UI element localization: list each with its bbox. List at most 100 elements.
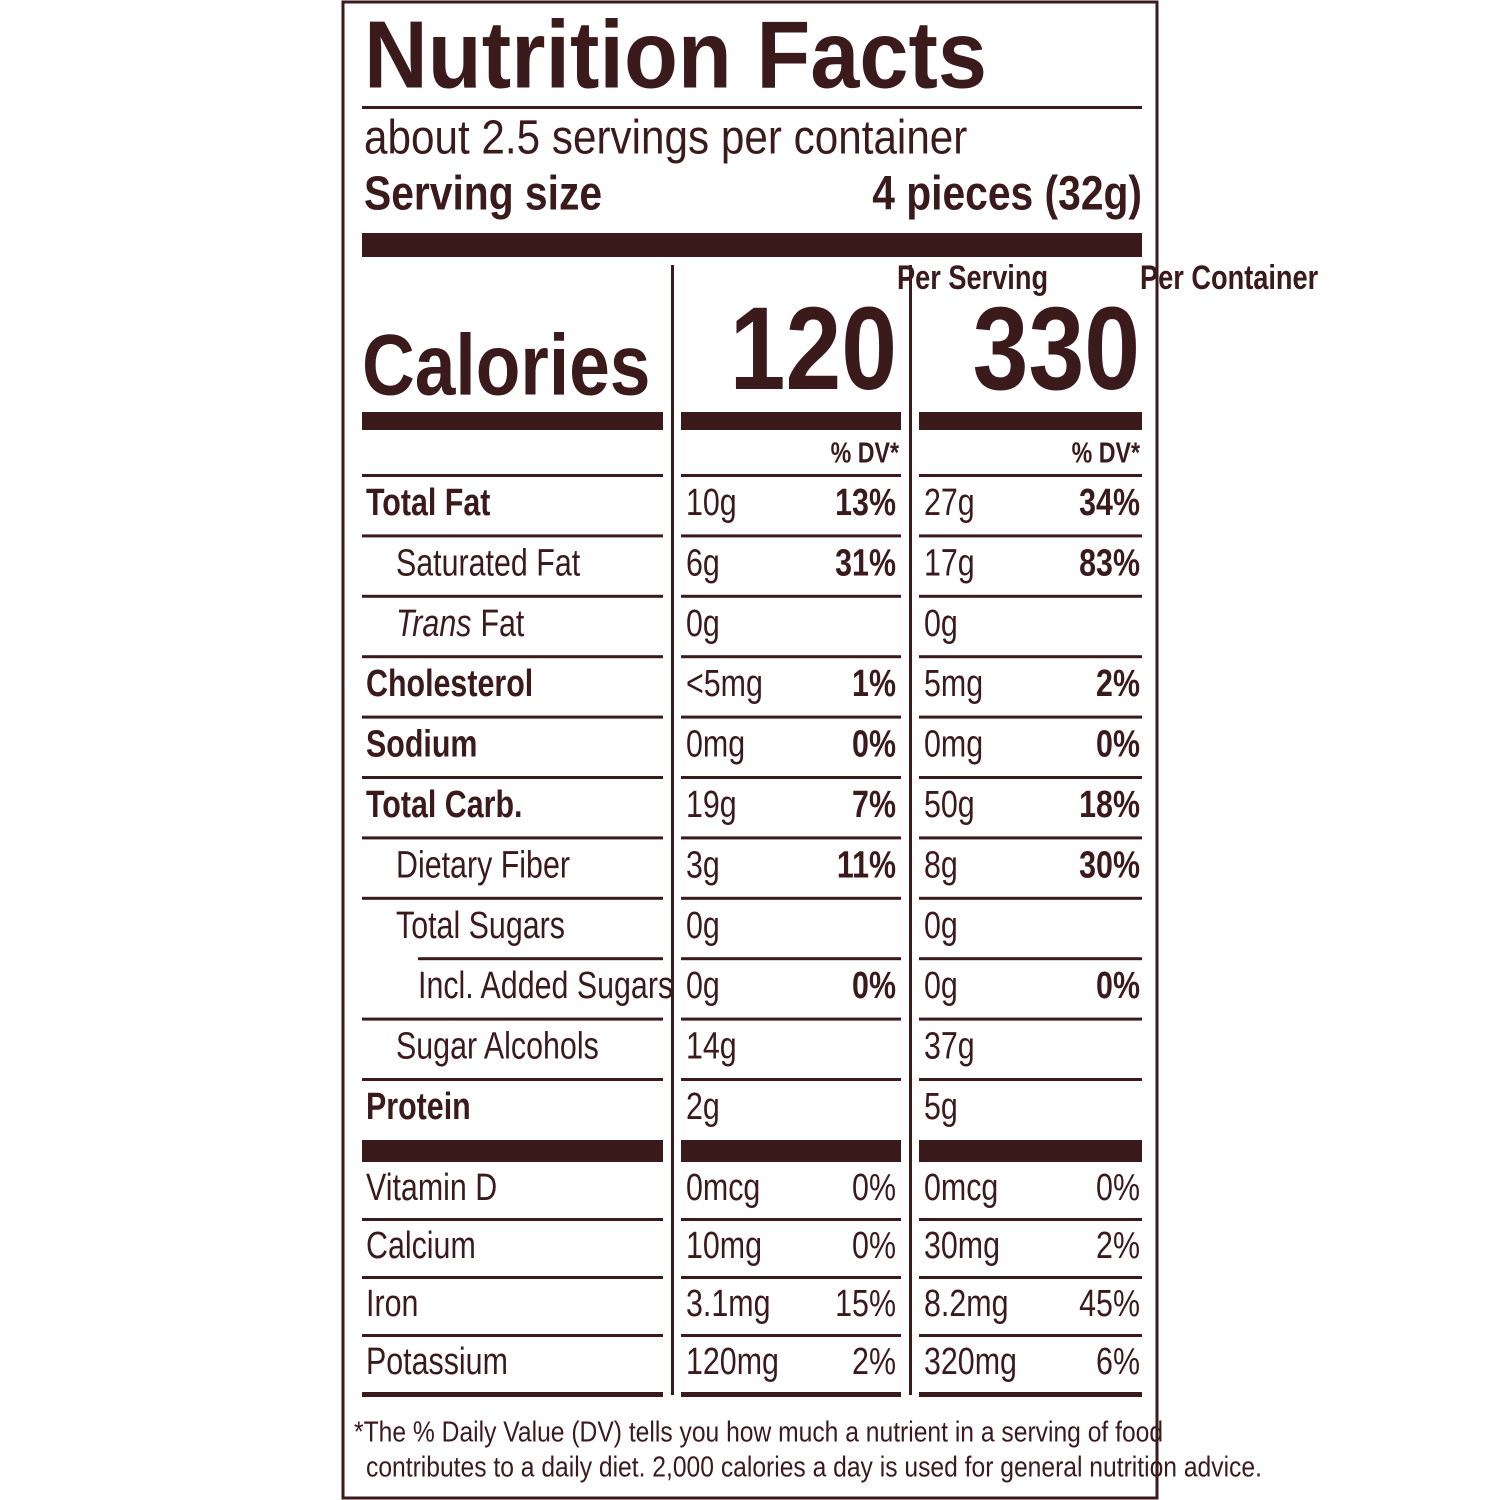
amount: 8.2mg: [924, 1283, 1008, 1325]
daily-value: 0%: [852, 965, 896, 1007]
row-rule: [362, 474, 663, 477]
footnote: contributes to a daily diet. 2,000 calor…: [366, 1451, 1262, 1483]
nutrient-name: Protein: [366, 1086, 471, 1128]
row-rule: [362, 1078, 663, 1081]
daily-value: 13%: [835, 482, 896, 524]
servings: about 2.5 servings per container: [364, 110, 967, 164]
daily-value: 0%: [1096, 965, 1140, 1007]
thick-rule: [919, 1140, 1142, 1162]
row-rule: [919, 836, 1142, 840]
daily-value: 6%: [1096, 1341, 1140, 1383]
daily-value: 0%: [852, 1167, 896, 1209]
nutrient-name: Total Fat: [366, 482, 491, 524]
calories-label: Calories: [362, 317, 650, 413]
nutrient-name: Incl. Added Sugars: [418, 965, 673, 1007]
row-rule: [362, 594, 663, 598]
row-rule: [919, 474, 1142, 477]
amount: 10mg: [686, 1225, 762, 1267]
row-rule: [681, 1392, 901, 1397]
row-rule: [681, 896, 901, 900]
row-rule: [681, 715, 901, 719]
amount: 0g: [686, 965, 720, 1007]
daily-value: 2%: [852, 1341, 896, 1383]
row-rule: [919, 1334, 1142, 1337]
daily-value: 45%: [1079, 1283, 1140, 1325]
dv-header: % DV*: [1072, 436, 1141, 469]
amount: 0g: [686, 603, 720, 645]
thick-rule: [681, 1140, 901, 1162]
amount: 0mcg: [686, 1167, 760, 1209]
daily-value: 83%: [1079, 542, 1140, 584]
daily-value: 18%: [1079, 784, 1140, 826]
daily-value: 0%: [1096, 724, 1140, 766]
column-divider: [909, 265, 912, 1395]
daily-value: 0%: [1096, 1167, 1140, 1209]
row-rule: [418, 957, 663, 961]
label-border: [341, 0, 1159, 1500]
row-rule: [681, 1078, 901, 1081]
serving-size-label: Serving size: [364, 168, 602, 221]
amount: 0mcg: [924, 1167, 998, 1209]
nutrient-name: Sugar Alcohols: [396, 1026, 599, 1068]
amount: 17g: [924, 542, 975, 584]
vitamin-name: Iron: [366, 1283, 418, 1325]
row-rule: [362, 1392, 663, 1397]
amount: <5mg: [686, 663, 763, 705]
row-rule: [919, 655, 1142, 659]
calories-rule: [362, 412, 663, 430]
thick-rule: [362, 233, 1142, 257]
nutrient-name: Sodium: [366, 724, 477, 766]
title-rule: [362, 106, 1142, 109]
row-rule: [919, 1218, 1142, 1221]
row-rule: [681, 1276, 901, 1279]
row-rule: [362, 1334, 663, 1337]
vitamin-name: Calcium: [366, 1225, 476, 1267]
amount: 2g: [686, 1086, 720, 1128]
amount: 5mg: [924, 663, 983, 705]
amount: 6g: [686, 542, 720, 584]
amount: 3g: [686, 844, 720, 886]
nutrient-name: Total Sugars: [396, 905, 565, 947]
calories-value: 330: [973, 284, 1140, 415]
amount: 0g: [924, 965, 958, 1007]
column-divider: [671, 265, 674, 1395]
title: Nutrition Facts: [364, 1, 987, 108]
nutrient-name: Total Carb.: [366, 784, 522, 826]
row-rule: [362, 1017, 663, 1021]
daily-value: 0%: [852, 724, 896, 766]
row-rule: [919, 776, 1142, 779]
amount: 3.1mg: [686, 1283, 770, 1325]
vitamin-name: Vitamin D: [366, 1167, 497, 1209]
amount: 10g: [686, 482, 737, 524]
row-rule: [362, 1276, 663, 1279]
amount: 120mg: [686, 1341, 779, 1383]
nutrient-name: Trans: [396, 603, 471, 645]
nutrient-name: Saturated Fat: [396, 542, 581, 584]
footnote: *The % Daily Value (DV) tells you how mu…: [354, 1416, 1163, 1448]
row-rule: [919, 1392, 1142, 1397]
amount: 0mg: [924, 724, 983, 766]
amount: 50g: [924, 784, 975, 826]
dv-header: % DV*: [831, 436, 900, 469]
calories-rule: [919, 412, 1142, 430]
amount: 19g: [686, 784, 737, 826]
amount: 30mg: [924, 1225, 1000, 1267]
row-rule: [362, 715, 663, 719]
row-rule: [362, 534, 663, 538]
amount: 8g: [924, 844, 958, 886]
row-rule: [919, 594, 1142, 598]
daily-value: 2%: [1096, 1225, 1140, 1267]
daily-value: 15%: [835, 1283, 896, 1325]
daily-value: 7%: [852, 784, 896, 826]
row-rule: [919, 896, 1142, 900]
row-rule: [681, 594, 901, 598]
row-rule: [919, 715, 1142, 719]
amount: 0g: [686, 905, 720, 947]
column-header: Per Container: [1140, 258, 1318, 297]
calories-rule: [681, 412, 901, 430]
row-rule: [681, 534, 901, 538]
amount: 14g: [686, 1026, 737, 1068]
row-rule: [681, 1218, 901, 1221]
thick-rule: [362, 1140, 663, 1162]
